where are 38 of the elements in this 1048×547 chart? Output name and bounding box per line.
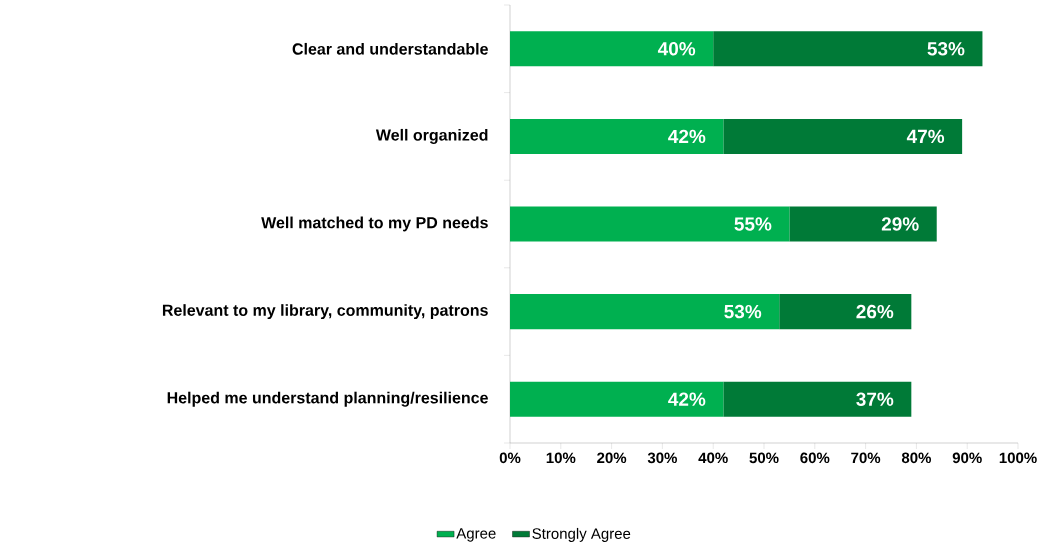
x-tick-label: 50% [749,452,779,464]
data-label: 29% [881,217,919,231]
x-tick-label: 80% [901,452,932,464]
bar [510,381,724,417]
x-tick-label: 90% [952,452,982,464]
bar [510,206,790,242]
bar [510,294,780,330]
y-tick-label: Well matched to my PD needs [261,216,488,232]
legend-label: Agree [456,528,496,542]
x-tick-label: 70% [851,452,881,464]
x-tick-label: 10% [546,452,576,464]
legend-label: Strongly Agree [532,527,631,542]
y-tick-label: Helped me understand planning/resilience [167,391,488,407]
data-label: 53% [724,304,762,319]
x-tick-label: 20% [597,452,627,464]
data-label: 26% [856,304,894,319]
data-label: 42% [668,129,706,144]
y-tick-label: Clear and understandable [292,42,488,55]
bar [723,381,912,417]
x-tick-label: 100% [999,452,1037,464]
bar [510,31,714,67]
bar [779,294,912,330]
data-label: 42% [668,392,706,406]
data-label: 55% [734,217,772,231]
x-tick-label: 0% [499,452,521,464]
data-label: 53% [927,42,965,56]
bar [789,206,937,242]
y-tick-label: Relevant to my library, community, patrons [162,304,488,320]
bar [713,31,983,67]
data-label: 47% [906,129,945,144]
bar [510,118,724,154]
y-tick-label: Well organized [375,128,488,144]
bar [723,118,963,154]
x-tick-label: 30% [647,452,678,464]
data-label: 40% [657,42,696,56]
data-label: 37% [856,392,894,406]
x-tick-label: 40% [698,452,728,464]
x-tick-label: 60% [800,452,830,464]
